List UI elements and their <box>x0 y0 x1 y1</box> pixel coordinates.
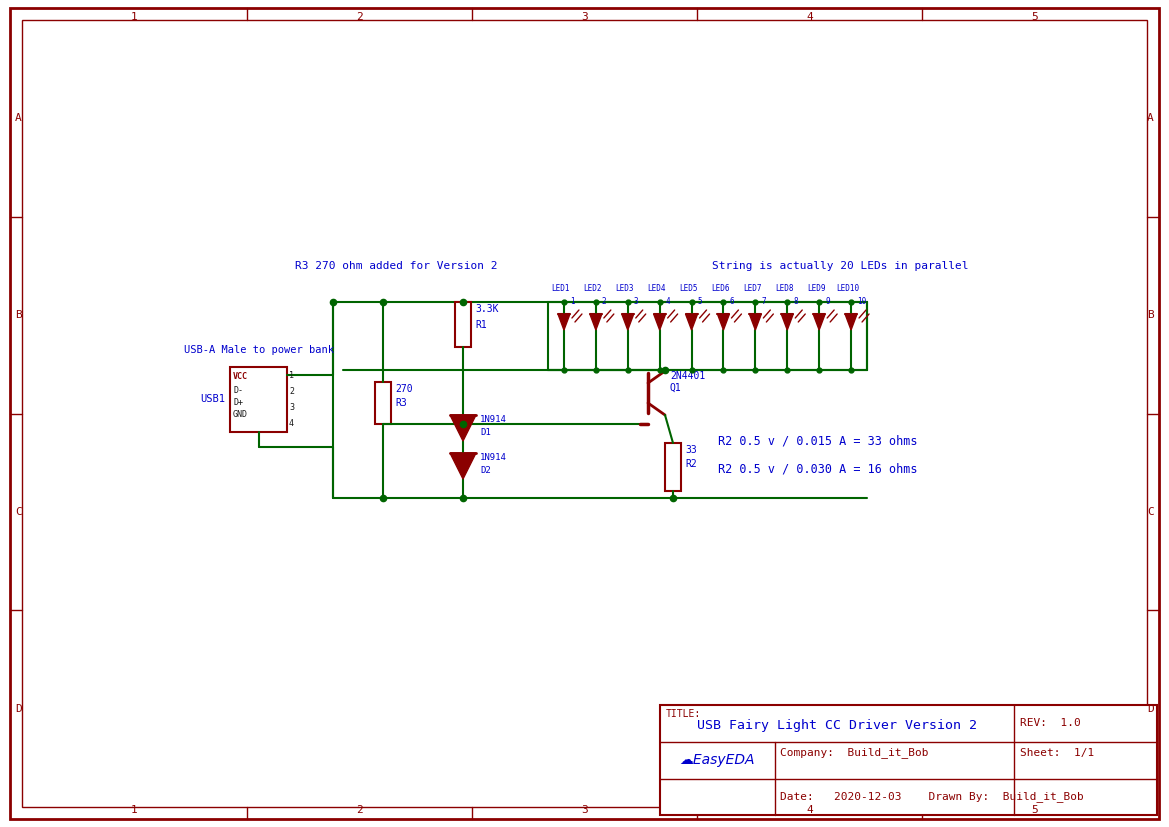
Text: LED4: LED4 <box>648 284 666 293</box>
Text: LED5: LED5 <box>679 284 698 293</box>
Text: R2: R2 <box>685 459 697 469</box>
Text: VCC: VCC <box>233 372 248 381</box>
Text: B: B <box>15 310 22 320</box>
Bar <box>455 302 471 347</box>
Text: D: D <box>15 704 22 714</box>
Text: 5: 5 <box>698 297 703 306</box>
Bar <box>660 705 1157 815</box>
Text: A: A <box>15 113 22 123</box>
Text: 1N914: 1N914 <box>480 453 507 462</box>
Text: Company:  Build_it_Bob: Company: Build_it_Bob <box>780 748 928 758</box>
Text: Q1: Q1 <box>670 383 682 393</box>
Polygon shape <box>781 314 794 330</box>
Text: D+: D+ <box>233 398 243 407</box>
Text: 2: 2 <box>357 12 362 22</box>
Text: 2: 2 <box>357 805 362 815</box>
Text: LED1: LED1 <box>552 284 570 293</box>
Polygon shape <box>450 453 476 479</box>
Bar <box>665 443 682 491</box>
Text: 2: 2 <box>289 386 293 395</box>
Polygon shape <box>814 314 825 330</box>
Text: 3: 3 <box>634 297 638 306</box>
Polygon shape <box>622 314 634 330</box>
Polygon shape <box>450 415 476 441</box>
Polygon shape <box>685 314 698 330</box>
Text: 3: 3 <box>581 805 588 815</box>
Text: LED10: LED10 <box>837 284 859 293</box>
Text: Date:   2020-12-03    Drawn By:  Build_it_Bob: Date: 2020-12-03 Drawn By: Build_it_Bob <box>780 791 1084 802</box>
Polygon shape <box>558 314 570 330</box>
Text: 1: 1 <box>289 370 293 380</box>
Text: USB1: USB1 <box>200 394 224 404</box>
Text: D1: D1 <box>480 428 491 437</box>
Text: LED6: LED6 <box>711 284 729 293</box>
Bar <box>548 302 867 370</box>
Polygon shape <box>718 314 729 330</box>
Polygon shape <box>749 314 761 330</box>
Text: 6: 6 <box>729 297 734 306</box>
Bar <box>230 367 288 432</box>
Text: 4: 4 <box>807 805 812 815</box>
Text: 1: 1 <box>131 12 138 22</box>
Text: A: A <box>1147 113 1154 123</box>
Text: 4: 4 <box>665 297 670 306</box>
Text: 7: 7 <box>761 297 766 306</box>
Text: 9: 9 <box>825 297 830 306</box>
Bar <box>375 382 390 424</box>
Text: 1: 1 <box>131 805 138 815</box>
Text: LED8: LED8 <box>775 284 794 293</box>
Text: D-: D- <box>233 386 243 395</box>
Text: 4: 4 <box>289 418 293 428</box>
Text: 1N914: 1N914 <box>480 415 507 424</box>
Text: B: B <box>1147 310 1154 320</box>
Text: 2N4401: 2N4401 <box>670 371 705 381</box>
Text: D2: D2 <box>480 466 491 475</box>
Text: USB-A Male to power bank: USB-A Male to power bank <box>184 345 333 355</box>
Text: USB Fairy Light CC Driver Version 2: USB Fairy Light CC Driver Version 2 <box>697 719 977 732</box>
Text: LED7: LED7 <box>743 284 761 293</box>
Polygon shape <box>845 314 857 330</box>
Text: 3: 3 <box>289 403 293 412</box>
Text: 5: 5 <box>1031 12 1038 22</box>
Text: LED3: LED3 <box>616 284 634 293</box>
Text: 3: 3 <box>581 12 588 22</box>
Text: ☁EasyEDA: ☁EasyEDA <box>679 753 755 767</box>
Text: C: C <box>1147 507 1154 517</box>
Text: R1: R1 <box>475 320 486 330</box>
Text: R3 270 ohm added for Version 2: R3 270 ohm added for Version 2 <box>295 261 498 271</box>
Text: R2 0.5 v / 0.030 A = 16 ohms: R2 0.5 v / 0.030 A = 16 ohms <box>718 462 918 475</box>
Text: 4: 4 <box>807 12 812 22</box>
Text: 10: 10 <box>857 297 866 306</box>
Text: REV:  1.0: REV: 1.0 <box>1021 718 1081 728</box>
Text: D: D <box>1147 704 1154 714</box>
Text: 270: 270 <box>395 384 413 394</box>
Polygon shape <box>653 314 665 330</box>
Text: 33: 33 <box>685 445 697 455</box>
Polygon shape <box>590 314 602 330</box>
Text: 2: 2 <box>602 297 607 306</box>
Text: 8: 8 <box>794 297 798 306</box>
Text: 3.3K: 3.3K <box>475 304 498 314</box>
Text: R3: R3 <box>395 398 407 408</box>
Text: GND: GND <box>233 410 248 419</box>
Text: LED9: LED9 <box>807 284 825 293</box>
Text: TITLE:: TITLE: <box>666 709 701 719</box>
Text: Sheet:  1/1: Sheet: 1/1 <box>1021 748 1094 758</box>
Text: R2 0.5 v / 0.015 A = 33 ohms: R2 0.5 v / 0.015 A = 33 ohms <box>718 435 918 448</box>
Text: LED2: LED2 <box>583 284 602 293</box>
Text: String is actually 20 LEDs in parallel: String is actually 20 LEDs in parallel <box>712 261 968 271</box>
Text: C: C <box>15 507 22 517</box>
Text: 5: 5 <box>1031 805 1038 815</box>
Text: 1: 1 <box>570 297 575 306</box>
